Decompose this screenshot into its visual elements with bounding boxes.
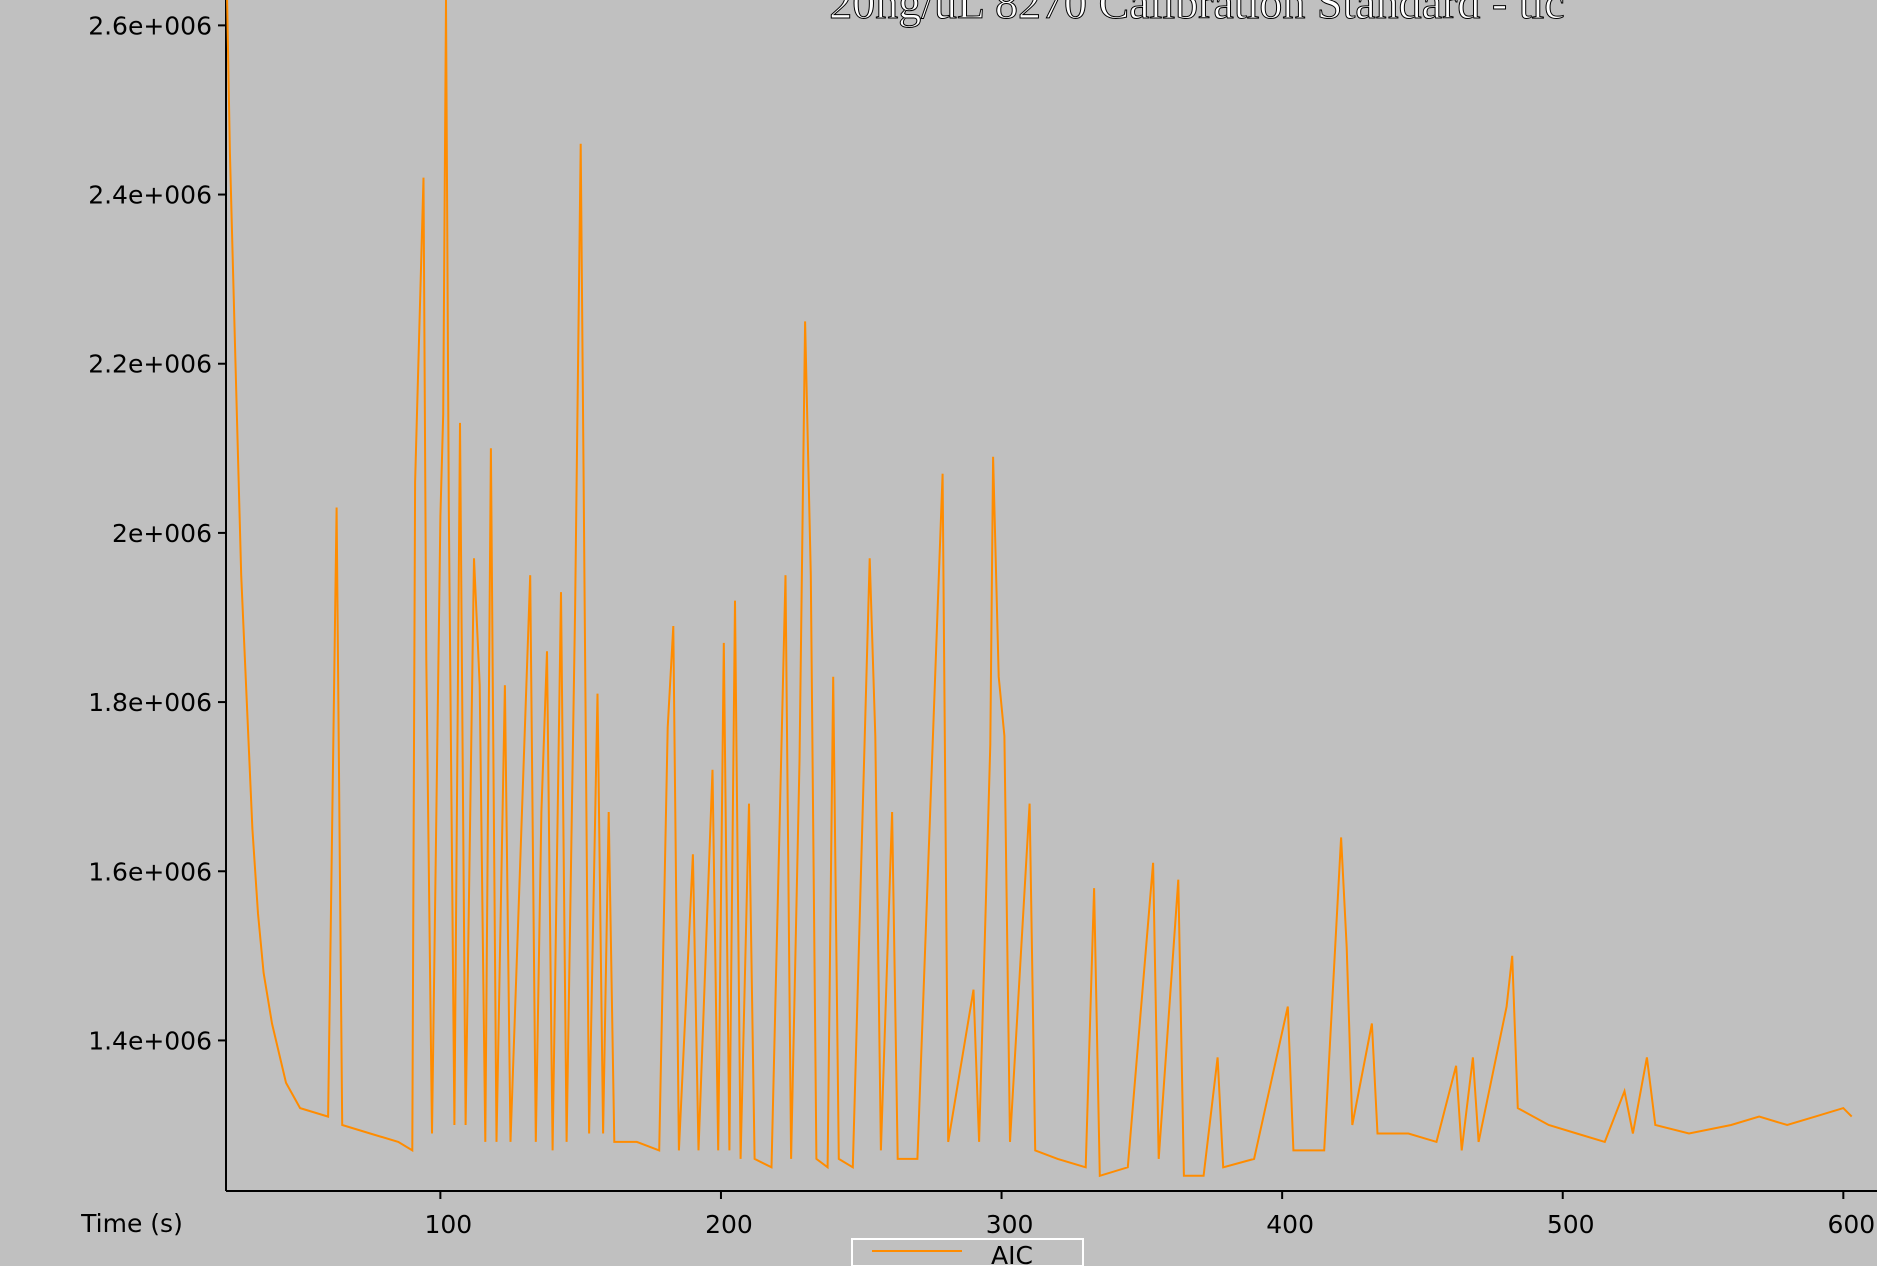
x-axis-label: Time (s) — [80, 1209, 183, 1238]
x-tick-label: 300 — [986, 1210, 1034, 1239]
y-tick-label: 2.6e+006 — [88, 11, 212, 40]
chart-title: 20ng/uL 8270 Calibration Standard - tic — [829, 0, 1564, 28]
x-tick-label: 200 — [705, 1210, 753, 1239]
x-tick-label: 600 — [1827, 1210, 1875, 1239]
legend-label: AIC — [991, 1241, 1033, 1266]
y-tick-label: 1.4e+006 — [88, 1026, 212, 1055]
y-tick-label: 2.4e+006 — [88, 181, 212, 210]
legend-box — [851, 1238, 1084, 1266]
x-tick-label: 100 — [425, 1210, 473, 1239]
y-tick-label: 1.6e+006 — [88, 857, 212, 886]
line-series — [226, 0, 1853, 1178]
y-tick-label: 2.2e+006 — [88, 350, 212, 379]
y-tick-label: 2e+006 — [112, 519, 212, 548]
y-tick-label: 1.8e+006 — [88, 688, 212, 717]
x-tick-label: 400 — [1266, 1210, 1314, 1239]
x-tick-label: 500 — [1547, 1210, 1595, 1239]
